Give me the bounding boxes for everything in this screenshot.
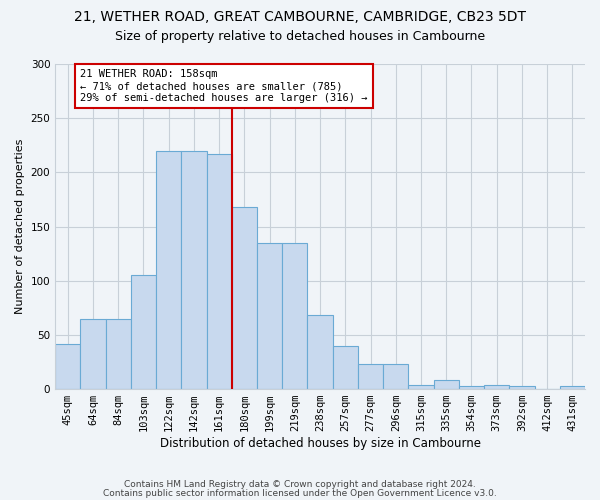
Bar	[459, 386, 484, 389]
Bar	[232, 207, 257, 389]
Text: Contains HM Land Registry data © Crown copyright and database right 2024.: Contains HM Land Registry data © Crown c…	[124, 480, 476, 489]
Bar	[484, 384, 509, 389]
Bar	[332, 346, 358, 389]
Y-axis label: Number of detached properties: Number of detached properties	[15, 139, 25, 314]
Bar	[560, 386, 585, 389]
Bar	[55, 344, 80, 389]
Bar	[434, 380, 459, 389]
Bar	[156, 150, 181, 389]
Bar	[358, 364, 383, 389]
Text: 21 WETHER ROAD: 158sqm
← 71% of detached houses are smaller (785)
29% of semi-de: 21 WETHER ROAD: 158sqm ← 71% of detached…	[80, 70, 368, 102]
Bar	[80, 318, 106, 389]
Bar	[106, 318, 131, 389]
Bar	[131, 276, 156, 389]
Bar	[206, 154, 232, 389]
Bar	[181, 150, 206, 389]
Bar	[282, 243, 307, 389]
Text: Contains public sector information licensed under the Open Government Licence v3: Contains public sector information licen…	[103, 488, 497, 498]
Bar	[257, 243, 282, 389]
Text: Size of property relative to detached houses in Cambourne: Size of property relative to detached ho…	[115, 30, 485, 43]
Bar	[307, 316, 332, 389]
Bar	[383, 364, 409, 389]
X-axis label: Distribution of detached houses by size in Cambourne: Distribution of detached houses by size …	[160, 437, 481, 450]
Text: 21, WETHER ROAD, GREAT CAMBOURNE, CAMBRIDGE, CB23 5DT: 21, WETHER ROAD, GREAT CAMBOURNE, CAMBRI…	[74, 10, 526, 24]
Bar	[409, 384, 434, 389]
Bar	[509, 386, 535, 389]
